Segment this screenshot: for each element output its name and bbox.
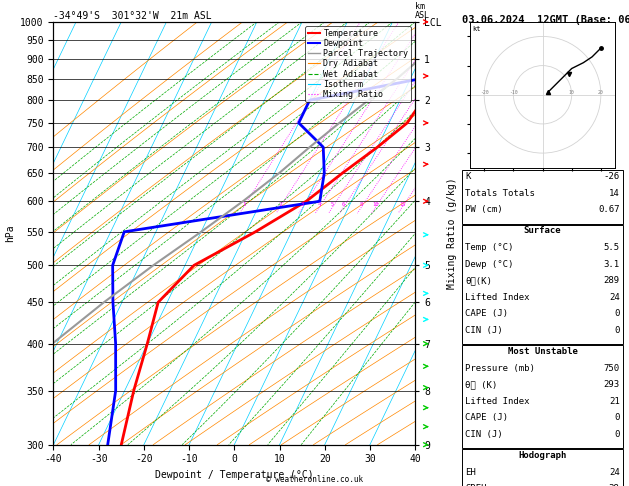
- Text: θᴄ (K): θᴄ (K): [465, 380, 498, 389]
- Text: PW (cm): PW (cm): [465, 205, 503, 214]
- Text: 293: 293: [603, 380, 620, 389]
- Text: Temp (°C): Temp (°C): [465, 243, 514, 252]
- Text: kt: kt: [472, 26, 481, 32]
- Text: CAPE (J): CAPE (J): [465, 309, 508, 318]
- Y-axis label: Mixing Ratio (g/kg): Mixing Ratio (g/kg): [447, 177, 457, 289]
- Text: 1: 1: [242, 202, 245, 207]
- Text: CIN (J): CIN (J): [465, 430, 503, 439]
- Text: © weatheronline.co.uk: © weatheronline.co.uk: [266, 474, 363, 484]
- Text: 3: 3: [301, 202, 304, 207]
- Text: 20: 20: [598, 90, 604, 95]
- Text: Dewp (°C): Dewp (°C): [465, 260, 514, 269]
- Text: 289: 289: [603, 276, 620, 285]
- Text: km
ASL: km ASL: [415, 2, 430, 20]
- Text: -34°49'S  301°32'W  21m ASL: -34°49'S 301°32'W 21m ASL: [53, 11, 212, 21]
- Text: Hodograph: Hodograph: [518, 451, 567, 460]
- Text: 10: 10: [569, 90, 574, 95]
- Text: θᴄ(K): θᴄ(K): [465, 276, 493, 285]
- Text: 0: 0: [614, 413, 620, 422]
- Text: Lifted Index: Lifted Index: [465, 397, 530, 406]
- Text: 0: 0: [614, 309, 620, 318]
- Text: -20: -20: [480, 90, 489, 95]
- Text: CAPE (J): CAPE (J): [465, 413, 508, 422]
- Text: 4: 4: [318, 202, 321, 207]
- Text: 24: 24: [609, 468, 620, 477]
- Text: Lifted Index: Lifted Index: [465, 293, 530, 302]
- Y-axis label: hPa: hPa: [4, 225, 14, 242]
- Text: EH: EH: [465, 468, 476, 477]
- Text: 24: 24: [609, 293, 620, 302]
- Text: 2: 2: [279, 202, 282, 207]
- Text: 0.67: 0.67: [598, 205, 620, 214]
- Text: SREH: SREH: [465, 484, 487, 486]
- X-axis label: Dewpoint / Temperature (°C): Dewpoint / Temperature (°C): [155, 470, 314, 480]
- Text: CIN (J): CIN (J): [465, 326, 503, 335]
- Text: K: K: [465, 172, 471, 181]
- Text: -10: -10: [509, 90, 518, 95]
- Text: 0: 0: [614, 326, 620, 335]
- Text: 38: 38: [609, 484, 620, 486]
- Text: 750: 750: [603, 364, 620, 373]
- Legend: Temperature, Dewpoint, Parcel Trajectory, Dry Adiabat, Wet Adiabat, Isotherm, Mi: Temperature, Dewpoint, Parcel Trajectory…: [305, 26, 411, 102]
- Text: 6: 6: [342, 202, 345, 207]
- Text: Most Unstable: Most Unstable: [508, 347, 577, 356]
- Text: 5.5: 5.5: [603, 243, 620, 252]
- Text: 10: 10: [372, 202, 379, 207]
- Text: 8: 8: [360, 202, 363, 207]
- Text: 03.06.2024  12GMT (Base: 06): 03.06.2024 12GMT (Base: 06): [462, 15, 629, 25]
- Text: 14: 14: [609, 189, 620, 198]
- Text: Pressure (mb): Pressure (mb): [465, 364, 535, 373]
- Text: Totals Totals: Totals Totals: [465, 189, 535, 198]
- Text: 3.1: 3.1: [603, 260, 620, 269]
- Text: 5: 5: [331, 202, 334, 207]
- Text: -26: -26: [603, 172, 620, 181]
- Text: 21: 21: [609, 397, 620, 406]
- Text: 15: 15: [399, 202, 406, 207]
- Text: 0: 0: [614, 430, 620, 439]
- Text: Surface: Surface: [524, 226, 561, 236]
